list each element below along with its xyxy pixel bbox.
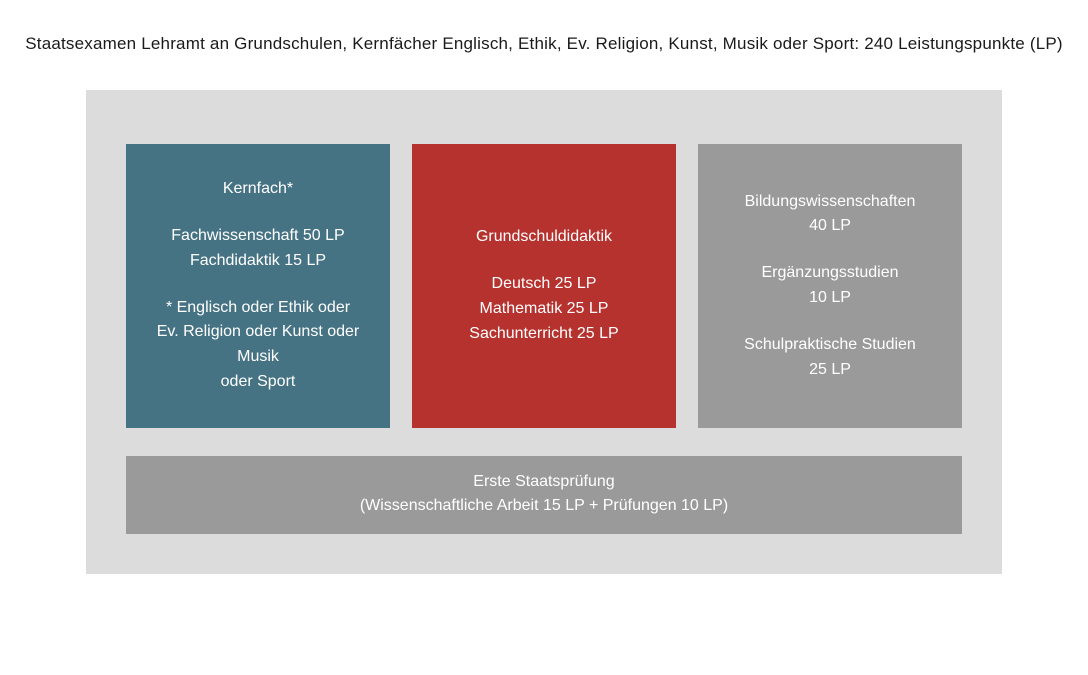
gsd-line: Deutsch 25 LP [469,272,618,297]
weitere-line: 10 LP [762,286,899,311]
weitere-line: 40 LP [745,214,916,239]
weitere-block-c: Schulpraktische Studien 25 LP [744,333,916,383]
kernfach-block-b: * Englisch oder Ethik oder Ev. Religion … [144,296,372,395]
footer-line-1: Erste Staatsprüfung [138,470,950,494]
footer-bar: Erste Staatsprüfung (Wissenschaftliche A… [126,456,962,534]
weitere-line: Bildungswissenschaften [745,190,916,215]
gsd-line: Mathematik 25 LP [469,297,618,322]
columns-row: Kernfach* Fachwissenschaft 50 LP Fachdid… [126,144,962,428]
column-kernfach: Kernfach* Fachwissenschaft 50 LP Fachdid… [126,144,390,428]
gsd-line: Sachunterricht 25 LP [469,322,618,347]
weitere-block-a: Bildungswissenschaften 40 LP [745,190,916,240]
weitere-line: 25 LP [744,358,916,383]
kernfach-line: Fachdidaktik 15 LP [171,249,344,274]
kernfach-block-a: Fachwissenschaft 50 LP Fachdidaktik 15 L… [171,224,344,274]
weitere-line: Ergänzungsstudien [762,261,899,286]
kernfach-line: oder Sport [144,370,372,395]
column-grundschuldidaktik: Grundschuldidaktik Deutsch 25 LP Mathema… [412,144,676,428]
gsd-block-a: Deutsch 25 LP Mathematik 25 LP Sachunter… [469,272,618,346]
kernfach-line: * Englisch oder Ethik oder [144,296,372,321]
diagram-canvas: Kernfach* Fachwissenschaft 50 LP Fachdid… [86,90,1002,574]
kernfach-heading: Kernfach* [223,177,293,202]
kernfach-line: Fachwissenschaft 50 LP [171,224,344,249]
gsd-heading: Grundschuldidaktik [476,225,612,250]
kernfach-line: Ev. Religion oder Kunst oder Musik [144,320,372,370]
column-weitere: Bildungswissenschaften 40 LP Ergänzungss… [698,144,962,428]
weitere-block-b: Ergänzungsstudien 10 LP [762,261,899,311]
footer-line-2: (Wissenschaftliche Arbeit 15 LP + Prüfun… [138,494,950,518]
weitere-line: Schulpraktische Studien [744,333,916,358]
page-title: Staatsexamen Lehramt an Grundschulen, Ke… [0,0,1088,90]
